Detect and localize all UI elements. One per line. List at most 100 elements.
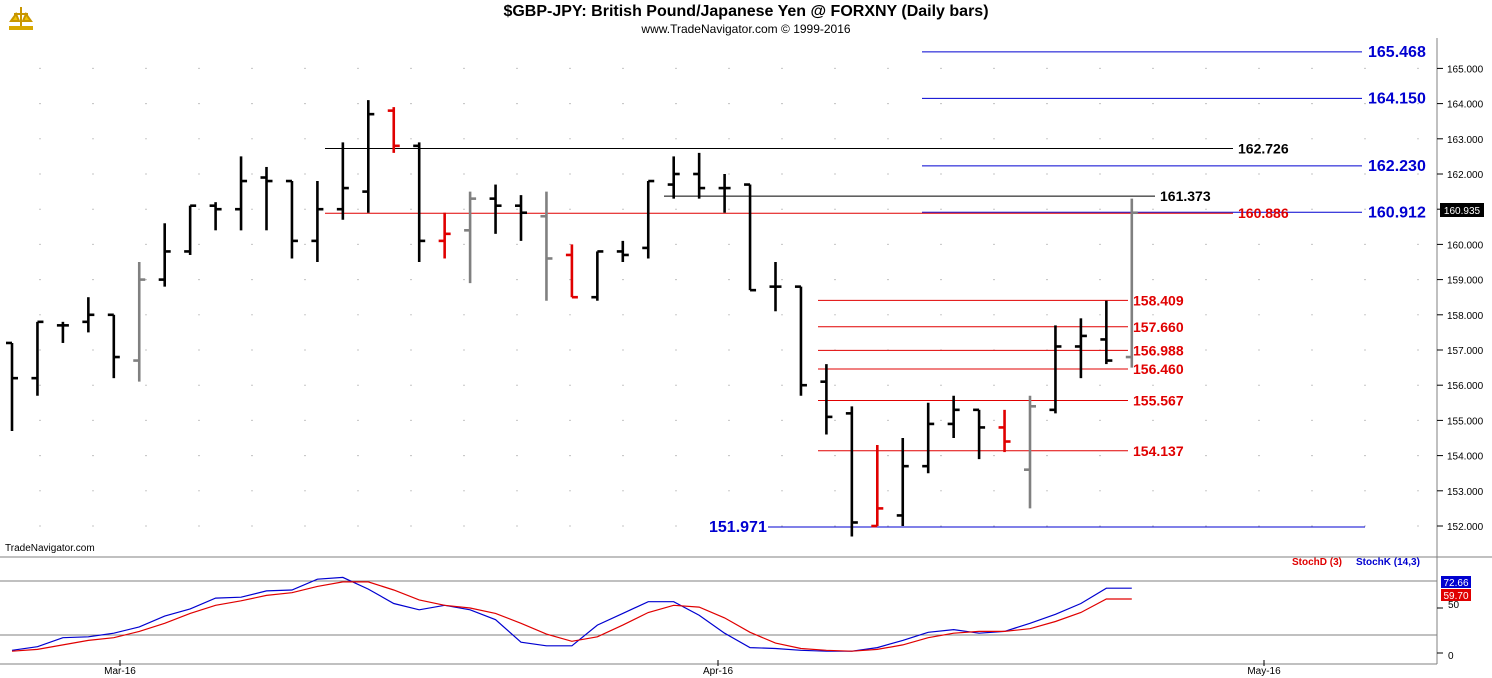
grid-dot <box>569 173 571 175</box>
ohlc-bar <box>1074 318 1087 379</box>
stochastic-panel <box>0 557 1443 664</box>
grid-dot <box>198 419 200 421</box>
grid-dot <box>145 455 147 457</box>
grid-dot <box>993 314 995 316</box>
grid-dot <box>887 243 889 245</box>
grid-dot <box>993 384 995 386</box>
grid-dot <box>993 455 995 457</box>
grid-dot <box>622 349 624 351</box>
grid-dot <box>1205 67 1207 69</box>
grid-dot <box>781 243 783 245</box>
ohlc-bar <box>922 402 935 474</box>
grid-dot <box>940 384 942 386</box>
grid-dot <box>1311 208 1313 210</box>
ohlc-bar <box>362 100 375 213</box>
grid-dot <box>940 525 942 527</box>
grid-dot <box>92 243 94 245</box>
grid-dot <box>516 208 518 210</box>
grid-dot <box>516 384 518 386</box>
grid-dot <box>1099 173 1101 175</box>
stochk-value-box <box>1441 576 1471 588</box>
price-tick-label: 153.000 <box>1447 487 1484 498</box>
grid-dot <box>251 67 253 69</box>
level-label: 154.137 <box>1133 443 1184 459</box>
grid-dot <box>781 349 783 351</box>
grid-dot <box>834 384 836 386</box>
grid-dot <box>781 279 783 281</box>
grid-dot <box>1046 419 1048 421</box>
grid-dot <box>1152 173 1154 175</box>
grid-dot <box>1364 490 1366 492</box>
grid-dot <box>1311 103 1313 105</box>
grid-dot <box>622 314 624 316</box>
grid-dot <box>198 173 200 175</box>
grid-dot <box>357 525 359 527</box>
grid-dot <box>993 173 995 175</box>
grid-dot <box>39 103 41 105</box>
grid-dot <box>39 490 41 492</box>
grid-dot <box>728 349 730 351</box>
grid-dot <box>463 279 465 281</box>
grid-dot <box>622 455 624 457</box>
grid-dot <box>304 208 306 210</box>
ohlc-bar <box>413 142 426 262</box>
grid-dot <box>887 525 889 527</box>
grid-dot <box>1311 349 1313 351</box>
grid-dot <box>1417 490 1419 492</box>
ohlc-bar <box>540 191 553 301</box>
price-tick-label: 155.000 <box>1447 416 1484 427</box>
price-axis: 152.000 153.000 154.000 155.000 156.000 157.0… <box>1436 38 1484 557</box>
grid-dot <box>1205 243 1207 245</box>
price-tick-label: 165.000 <box>1447 64 1484 75</box>
grid-dot <box>1152 67 1154 69</box>
grid-dot <box>1205 525 1207 527</box>
ohlc-bar <box>107 313 120 379</box>
ohlc-bar <box>998 409 1011 453</box>
ohlc-bar <box>744 183 757 292</box>
grid-dot <box>198 349 200 351</box>
grid-dot <box>1417 103 1419 105</box>
grid-dot <box>357 103 359 105</box>
grid-dot <box>781 67 783 69</box>
ohlc-bar <box>56 321 69 343</box>
grid-dot <box>145 525 147 527</box>
level-label: 151.971 <box>709 519 767 536</box>
grid-dot <box>834 208 836 210</box>
grid-dot <box>1152 384 1154 386</box>
ohlc-bar <box>896 438 909 526</box>
grid-dot <box>145 138 147 140</box>
grid-dot <box>1205 173 1207 175</box>
grid-dot <box>834 138 836 140</box>
grid-dot <box>993 67 995 69</box>
grid-dot <box>569 138 571 140</box>
grid-dot <box>1046 490 1048 492</box>
grid-dot <box>1417 349 1419 351</box>
grid-dot <box>198 490 200 492</box>
grid-dot <box>357 455 359 457</box>
stochk-last-value: 72.66 <box>1443 578 1468 589</box>
grid-dot <box>1099 279 1101 281</box>
grid-dot <box>834 103 836 105</box>
grid-dot <box>1364 67 1366 69</box>
grid-dot <box>622 384 624 386</box>
grid-dot <box>251 349 253 351</box>
grid-dot <box>516 490 518 492</box>
grid-dot <box>198 67 200 69</box>
grid-dot <box>251 208 253 210</box>
grid-dot <box>304 173 306 175</box>
grid-dot <box>357 314 359 316</box>
grid-dot <box>1205 314 1207 316</box>
grid-dot <box>940 243 942 245</box>
grid-dot <box>1417 384 1419 386</box>
stochd-last-value: 59.70 <box>1443 591 1468 602</box>
grid-dot <box>1152 103 1154 105</box>
grid-dot <box>728 279 730 281</box>
legend-stochd: StochD (3) <box>1292 557 1342 568</box>
grid-dot <box>304 419 306 421</box>
ohlc-bar <box>133 262 146 382</box>
grid-dot <box>834 243 836 245</box>
grid-dot <box>993 243 995 245</box>
grid-dot <box>463 103 465 105</box>
grid-dot <box>1205 279 1207 281</box>
stochd-value-box <box>1441 589 1471 601</box>
